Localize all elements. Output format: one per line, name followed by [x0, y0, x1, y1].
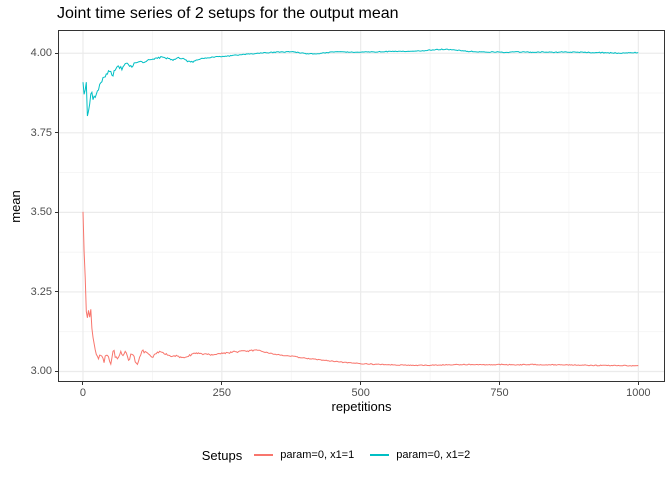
chart-title: Joint time series of 2 setups for the ou… [57, 5, 399, 22]
x-tick-mark [360, 382, 362, 385]
legend-key-line-series2 [370, 454, 390, 456]
legend-label-series2: param=0, x1=2 [396, 449, 471, 461]
plot-area [58, 30, 665, 382]
y-tick-label: 4.00 [30, 47, 52, 60]
series-line-2 [82, 48, 639, 117]
legend-item-series1: param=0, x1=1 [254, 449, 354, 461]
legend-title: Setups [201, 447, 243, 463]
x-tick-mark [221, 382, 223, 385]
x-tick-label: 750 [490, 387, 509, 399]
plot-panel [58, 30, 665, 382]
panel-border [58, 30, 665, 382]
legend-label-series1: param=0, x1=1 [280, 449, 355, 461]
series-line-1 [82, 211, 639, 367]
y-tick-label: 3.25 [30, 285, 52, 298]
y-tick-mark [55, 132, 58, 134]
x-tick-mark [637, 382, 639, 385]
y-tick-label: 3.00 [30, 365, 52, 378]
y-tick-mark [55, 291, 58, 293]
legend-item-series2: param=0, x1=2 [370, 449, 470, 461]
legend-key-line-series1 [254, 454, 274, 456]
x-tick-mark [82, 382, 84, 385]
x-tick-mark [499, 382, 500, 385]
y-tick-label: 3.50 [30, 206, 52, 219]
y-tick-label: 3.75 [30, 126, 52, 139]
x-axis-title: repetitions [331, 399, 392, 414]
y-tick-mark [55, 370, 58, 372]
y-tick-mark [55, 52, 58, 54]
x-tick-label: 0 [79, 387, 87, 399]
x-tick-label: 500 [351, 387, 370, 399]
x-tick-label: 1000 [626, 387, 651, 399]
x-tick-label: 250 [212, 387, 231, 399]
y-tick-mark [55, 211, 58, 213]
legend: Setups param=0, x1=1 param=0, x1=2 [0, 445, 672, 465]
